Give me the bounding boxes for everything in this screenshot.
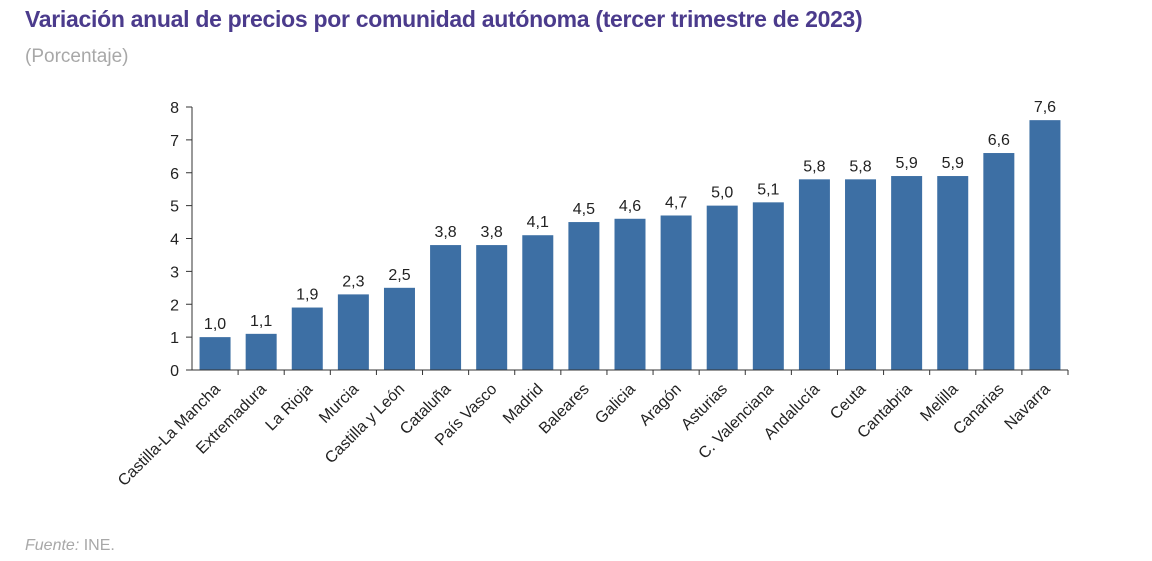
y-tick-label: 4 (170, 232, 179, 249)
bar (199, 337, 231, 370)
category-label: Melilla (917, 381, 961, 425)
data-label: 2,3 (342, 273, 364, 290)
data-label: 5,9 (942, 155, 964, 172)
source-value: INE. (83, 537, 115, 554)
data-label: 4,7 (665, 194, 687, 211)
source-note: Fuente: INE. (25, 537, 115, 555)
category-label: Ceuta (827, 381, 869, 423)
bar (983, 153, 1015, 370)
bar (614, 218, 646, 370)
bar (568, 222, 600, 370)
bar (383, 287, 415, 370)
bar (752, 202, 784, 370)
y-tick-label: 6 (170, 166, 179, 183)
y-tick-label: 2 (170, 297, 179, 314)
y-tick-label: 5 (170, 199, 179, 216)
y-tick-label: 0 (170, 363, 179, 380)
data-label: 1,9 (296, 287, 318, 304)
source-label: Fuente: (25, 537, 80, 554)
data-label: 5,9 (896, 155, 918, 172)
y-tick-label: 3 (170, 264, 179, 281)
bar (430, 245, 462, 370)
data-label: 3,8 (481, 224, 503, 241)
category-label: Canarias (950, 381, 1007, 438)
bar (1029, 120, 1061, 371)
category-label: Navarra (1002, 381, 1054, 433)
category-label: Murcia (316, 381, 362, 427)
data-label: 5,0 (711, 185, 733, 202)
data-label: 1,1 (250, 313, 272, 330)
bar (706, 205, 738, 370)
category-label: La Rioja (263, 381, 317, 435)
bar (476, 245, 508, 370)
value-labels: 1,0 1,1 1,9 2,3 2,5 3,8 3,8 4,1 4,5 4,6 4,7 5,0 5,1 5… (204, 99, 1056, 333)
data-label: 5,1 (757, 181, 779, 198)
category-label: Castilla y León (322, 381, 408, 467)
category-label: Madrid (500, 381, 547, 428)
bars (199, 120, 1061, 371)
bar (291, 307, 323, 370)
data-label: 1,0 (204, 316, 226, 333)
chart-title: Variación anual de precios por comunidad… (25, 6, 863, 32)
data-label: 4,1 (527, 214, 549, 231)
data-label: 3,8 (434, 224, 456, 241)
bar (660, 215, 692, 370)
bar (337, 294, 369, 370)
data-label: 6,6 (988, 132, 1010, 149)
y-axis: 0 1 2 3 4 5 6 7 8 (170, 100, 193, 380)
bar (798, 179, 830, 370)
y-tick-label: 7 (170, 133, 179, 150)
category-label: Galicia (592, 381, 639, 428)
chart-subtitle: (Porcentaje) (25, 46, 129, 67)
bar (891, 176, 923, 370)
bar (245, 333, 277, 370)
y-tick-label: 1 (170, 330, 179, 347)
data-label: 2,5 (388, 267, 410, 284)
bar (522, 235, 554, 370)
bar (937, 176, 969, 370)
data-label: 4,5 (573, 201, 595, 218)
bar (845, 179, 877, 370)
y-tick-label: 8 (170, 100, 179, 117)
data-label: 4,6 (619, 198, 641, 215)
data-label: 5,8 (803, 158, 825, 175)
data-label: 5,8 (849, 158, 871, 175)
data-label: 7,6 (1034, 99, 1056, 116)
category-label: Baleares (536, 381, 593, 438)
